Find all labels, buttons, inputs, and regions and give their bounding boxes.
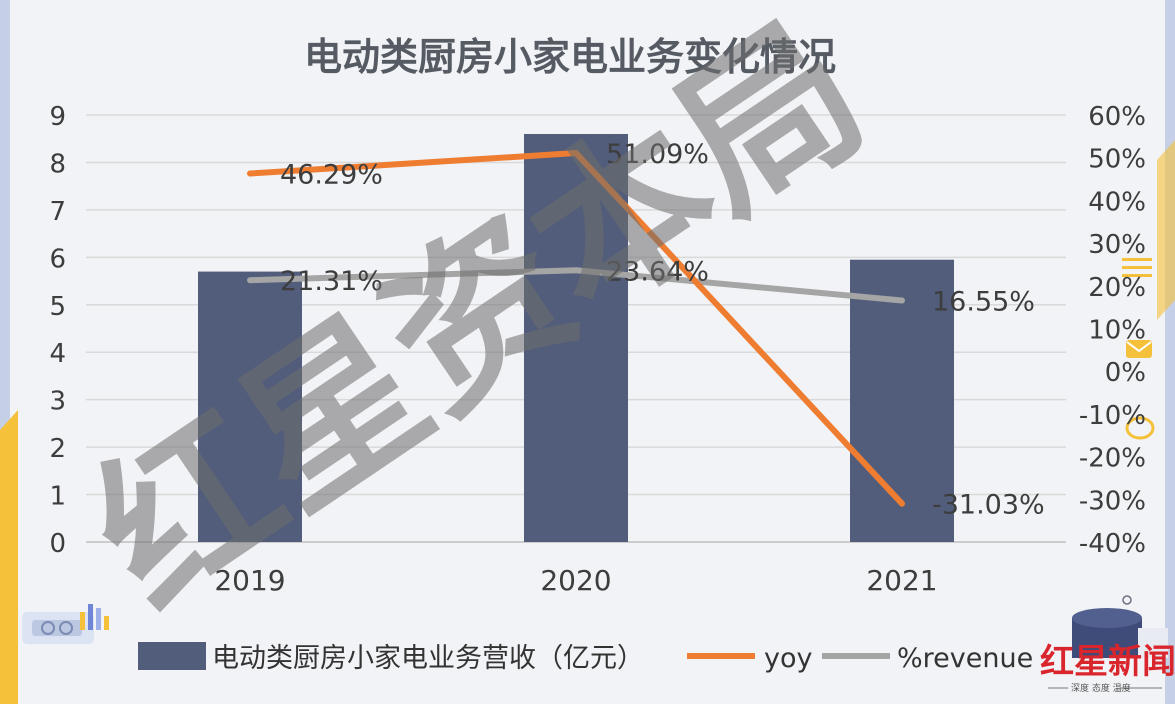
left-edge-decoration — [0, 0, 10, 704]
right-tick-label: -40% — [1079, 529, 1146, 559]
revenue-share-data-label: 21.31% — [280, 266, 383, 297]
chart-title: 电动类厨房小家电业务变化情况 — [304, 35, 836, 79]
bar-2019 — [198, 271, 302, 542]
logo-tagline: 深度 态度 温度 — [1071, 682, 1131, 694]
revenue-share-data-label: 23.64% — [606, 256, 709, 287]
legend-swatch-revenue-bar — [138, 642, 206, 670]
line-series — [247, 150, 905, 507]
bar-2020 — [524, 133, 628, 542]
cylinder-decoration — [1072, 608, 1168, 658]
x-axis-ticks: 2019 2020 2021 — [214, 564, 937, 597]
right-tick-label: 60% — [1088, 102, 1146, 132]
line-%revenue — [247, 267, 905, 304]
legend: 电动类厨房小家电业务营收（亿元） yoy %revenue — [138, 642, 1033, 674]
menu-icon — [1122, 258, 1152, 277]
left-tick-label: 0 — [49, 529, 66, 559]
right-tick-label: 0% — [1105, 358, 1146, 388]
x-tick-label: 2021 — [866, 564, 937, 597]
legend-label-yoy: yoy — [764, 643, 812, 674]
right-tick-label: -30% — [1079, 486, 1146, 516]
right-tick-label: 50% — [1088, 145, 1146, 175]
x-tick-label: 2019 — [214, 564, 285, 597]
left-tick-label: 8 — [49, 149, 66, 179]
left-tick-label: 4 — [49, 339, 66, 369]
left-tick-label: 1 — [49, 482, 66, 512]
brand-logo: 红星新闻 深度 态度 温度 — [1040, 642, 1175, 694]
left-yellow-accent — [0, 410, 18, 704]
right-tick-label: 10% — [1088, 316, 1146, 346]
line-yoy — [247, 150, 905, 507]
right-edge-decoration — [1165, 0, 1175, 704]
left-tick-label: 3 — [49, 387, 66, 417]
right-axis-ticks: -40% -30% -20% -10% 0% 10% 20% 30% 40% 50% 60% — [1079, 102, 1146, 559]
illustration-icon — [22, 604, 109, 644]
right-tick-label: 20% — [1088, 273, 1146, 303]
left-tick-label: 7 — [49, 197, 66, 227]
legend-label-revenue-share: %revenue — [897, 643, 1033, 674]
yoy-data-label: -31.03% — [932, 490, 1045, 521]
yoy-data-label: 46.29% — [280, 160, 383, 191]
data-labels: 46.29% 51.09% -31.03% 21.31% 23.64% 16.55% — [280, 139, 1045, 521]
legend-label-revenue-bar: 电动类厨房小家电业务营收（亿元） — [212, 643, 644, 674]
mail-icon — [1126, 340, 1152, 358]
bar-series — [198, 133, 954, 542]
left-axis-ticks: 0 1 2 3 4 5 6 7 8 9 — [49, 102, 66, 559]
right-tick-label: 40% — [1088, 187, 1146, 217]
revenue-share-data-label: 16.55% — [932, 287, 1035, 318]
left-tick-label: 6 — [49, 244, 66, 274]
x-tick-label: 2020 — [540, 564, 611, 597]
dot-icon — [1122, 595, 1132, 605]
left-tick-label: 9 — [49, 102, 66, 132]
left-tick-label: 5 — [49, 292, 66, 322]
right-yellow-accent — [1157, 140, 1175, 320]
left-tick-label: 2 — [49, 434, 66, 464]
right-tick-label: -10% — [1079, 401, 1146, 431]
right-tick-label: -20% — [1079, 444, 1146, 474]
logo-text: 红星新闻 — [1040, 642, 1175, 682]
bar-2021 — [850, 259, 954, 542]
right-tick-label: 30% — [1088, 230, 1146, 260]
chat-icon — [1125, 416, 1155, 440]
yoy-data-label: 51.09% — [606, 139, 709, 170]
